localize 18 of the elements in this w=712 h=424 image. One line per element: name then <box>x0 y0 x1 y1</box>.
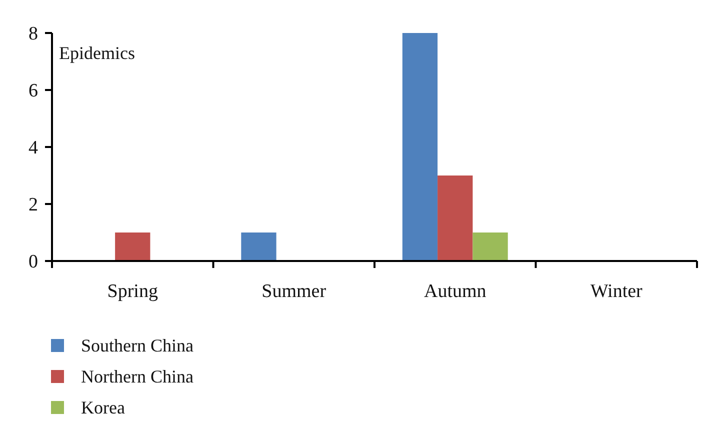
y-tick-label: 0 <box>28 252 38 273</box>
x-tick-label: Spring <box>107 281 158 302</box>
x-tick-label: Winter <box>590 281 644 302</box>
legend-label: Korea <box>81 397 125 418</box>
x-tick-label: Autumn <box>424 281 487 302</box>
bar <box>241 232 276 261</box>
legend-label: Southern China <box>81 335 194 356</box>
y-axis-title: Epidemics <box>59 43 135 63</box>
y-tick-label: 4 <box>28 138 38 159</box>
y-tick-label: 8 <box>28 24 38 45</box>
legend-label: Northern China <box>81 366 194 386</box>
bar <box>402 33 438 261</box>
bar <box>472 232 508 261</box>
y-tick-label: 6 <box>28 80 38 102</box>
bar <box>115 232 150 261</box>
bar <box>438 176 473 261</box>
x-tick-label: Summer <box>262 281 327 302</box>
y-tick-label: 2 <box>28 194 38 216</box>
